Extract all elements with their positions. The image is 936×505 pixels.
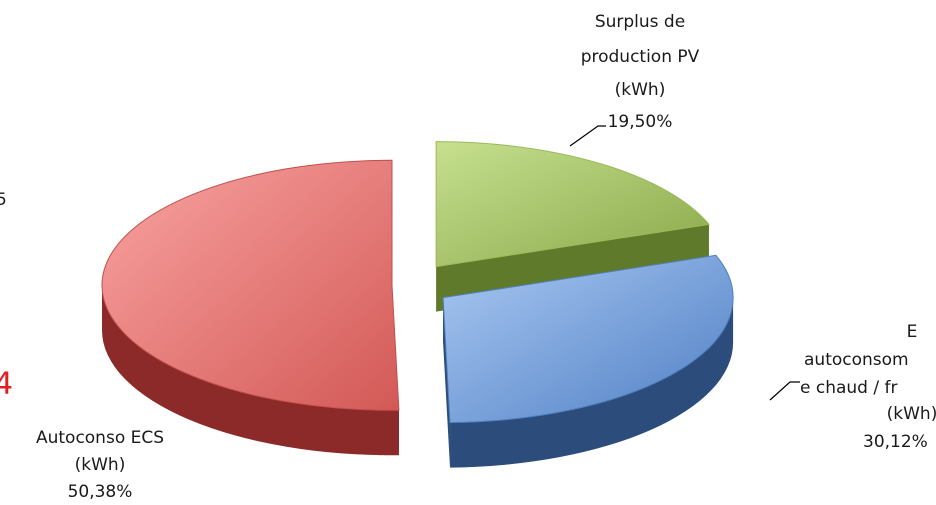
slice-wall (102, 285, 399, 456)
slice-label: (kWh) (887, 404, 936, 424)
value-label: 50,38% (68, 482, 133, 502)
value-label: 30,12% (863, 432, 928, 452)
leader-line (569, 125, 606, 147)
slice-label: Surplus de (595, 12, 685, 32)
slice-label: autoconsom (804, 350, 909, 370)
slice-top (101, 159, 400, 411)
slice-side (443, 297, 451, 468)
slice-top (442, 254, 734, 424)
value-label: 19,50% (608, 112, 673, 132)
leader-line (769, 381, 800, 401)
pie-slice (101, 159, 400, 456)
edge-fragment: 5 (0, 190, 7, 210)
pie-slice (442, 254, 734, 468)
slice-wall (450, 297, 734, 468)
edge-fragment: 4 (0, 367, 13, 402)
slice-label: (kWh) (75, 455, 126, 475)
slice-label: Autoconso ECS (36, 428, 164, 448)
slice-label: (kWh) (615, 80, 666, 100)
slice-label: E (907, 322, 918, 342)
slice-label: production PV (581, 47, 700, 67)
slice-top (435, 141, 710, 268)
slice-label: e chaud / fr (800, 378, 897, 398)
